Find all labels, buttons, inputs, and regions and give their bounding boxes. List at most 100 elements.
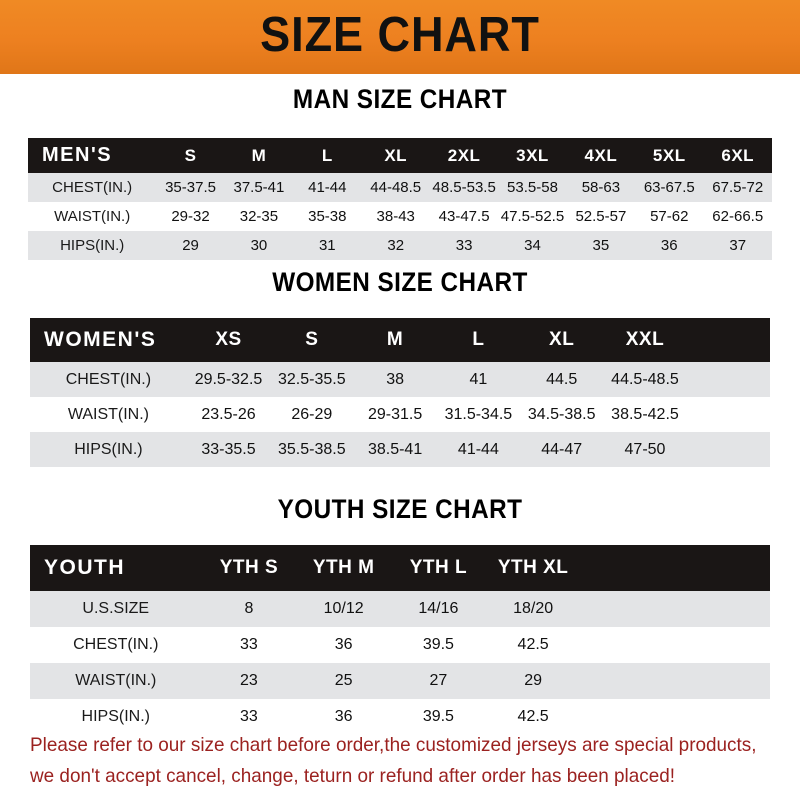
measurement-cell: 44.5 — [546, 370, 578, 388]
measurement-cell: 32 — [387, 237, 405, 254]
measurement-cell: 37.5-41 — [233, 179, 285, 196]
measurement-cell: 38-43 — [376, 208, 415, 225]
measurement-cell: 44.5-48.5 — [611, 370, 679, 388]
measurement-cell: 33 — [240, 636, 258, 653]
row-label: CHEST(IN.) — [65, 370, 152, 388]
measurement-cell: 63-67.5 — [643, 179, 695, 196]
table-row: CHEST(IN.) 33 36 39.5 42.5 — [30, 627, 770, 663]
size-header-cell: S — [184, 145, 197, 165]
men-table-body: MEN'S S M L XL 2XL 3XL 4XL 5XL 6XL CHEST(IN.) 35-37… — [28, 138, 772, 260]
size-header-cell: 2XL — [447, 145, 481, 165]
empty-cell — [675, 545, 770, 591]
measurement-cell: 39.5 — [422, 708, 454, 725]
empty-cell — [675, 663, 770, 699]
measurement-cell: 41-44 — [457, 440, 499, 458]
measurement-cell: 23.5-26 — [201, 405, 256, 423]
size-header-cell: XL — [549, 329, 575, 350]
size-header-cell: YTH L — [409, 557, 468, 578]
size-header-cell: XL — [384, 145, 408, 165]
header-row-label: WOMEN'S — [44, 328, 157, 351]
measurement-cell: 36 — [660, 237, 678, 254]
measurement-cell: 33-35.5 — [201, 440, 256, 458]
measurement-cell: 38.5-42.5 — [611, 405, 679, 423]
page-banner: SIZE CHART — [0, 0, 800, 74]
empty-cell — [675, 591, 770, 627]
measurement-cell: 14/16 — [418, 600, 459, 617]
measurement-cell: 67.5-72 — [712, 179, 764, 196]
measurement-cell: 10/12 — [323, 600, 364, 617]
empty-cell — [580, 545, 675, 591]
measurement-cell: 29-32 — [171, 208, 210, 225]
measurement-cell: 62-66.5 — [712, 208, 764, 225]
measurement-cell: 37 — [729, 237, 747, 254]
row-label: CHEST(IN.) — [73, 636, 159, 653]
size-header-cell: 3XL — [516, 145, 549, 165]
measurement-cell: 39.5 — [422, 636, 454, 653]
table-header-row: YOUTH YTH S YTH M YTH L YTH XL — [30, 545, 770, 591]
measurement-cell: 31.5-34.5 — [444, 405, 513, 423]
measurement-cell: 52.5-57 — [575, 208, 627, 225]
empty-cell — [580, 627, 675, 663]
table-row: U.S.SIZE 8 10/12 14/16 18/20 — [30, 591, 770, 627]
table-row: HIPS(IN.) 29 30 31 32 33 34 35 36 37 — [28, 231, 772, 260]
measurement-cell: 41 — [469, 370, 488, 388]
empty-cell — [580, 663, 675, 699]
women-size-table: WOMEN'S XS S M L XL XXL CHEST(IN.) 29.5-32.5 32.5… — [30, 318, 770, 467]
measurement-cell: 36 — [334, 708, 353, 725]
size-header-cell: 4XL — [584, 145, 618, 165]
measurement-cell: 34.5-38.5 — [527, 405, 596, 423]
section-title-man: MAN SIZE CHART — [292, 84, 508, 114]
row-label: HIPS(IN.) — [60, 237, 125, 254]
size-header-cell: L — [321, 145, 333, 165]
measurement-cell: 36 — [334, 636, 353, 653]
table-header-row: MEN'S S M L XL 2XL 3XL 4XL 5XL 6XL — [28, 138, 772, 173]
measurement-cell: 42.5 — [517, 636, 549, 653]
measurement-cell: 35 — [592, 237, 610, 254]
measurement-cell: 32-35 — [239, 208, 279, 225]
measurement-cell: 48.5-53.5 — [432, 179, 496, 196]
disclaimer-text: Please refer to our size chart before or… — [30, 730, 756, 792]
row-label: WAIST(IN.) — [67, 405, 149, 423]
measurement-cell: 26-29 — [291, 405, 333, 423]
measurement-cell: 38.5-41 — [367, 440, 423, 458]
table-row: WAIST(IN.) 29-32 32-35 35-38 38-43 43-47.5 47.… — [28, 202, 772, 231]
size-header-cell: YTH XL — [497, 557, 569, 578]
table-row: HIPS(IN.) 33-35.5 35.5-38.5 38.5-41 41-44 44-… — [30, 432, 770, 467]
measurement-cell: 32.5-35.5 — [277, 370, 346, 388]
youth-size-table: YOUTH YTH S YTH M YTH L YTH XL U.S.SIZE 8 10/12… — [30, 545, 770, 735]
measurement-cell: 35-37.5 — [165, 179, 216, 196]
size-header-cell: M — [251, 145, 267, 165]
table-row: WAIST(IN.) 23.5-26 26-29 29-31.5 31.5-34.5 34… — [30, 397, 770, 432]
measurement-cell: 43-47.5 — [438, 208, 490, 225]
page-title: SIZE CHART — [260, 7, 540, 62]
empty-cell — [687, 397, 770, 432]
row-label: WAIST(IN.) — [54, 208, 131, 225]
table-row: HIPS(IN.) 33 36 39.5 42.5 — [30, 699, 770, 735]
measurement-cell: 41-44 — [308, 179, 347, 196]
table-header-row: WOMEN'S XS S M L XL XXL — [30, 318, 770, 362]
row-label: CHEST(IN.) — [52, 179, 133, 196]
measurement-cell: 38 — [386, 370, 404, 388]
measurement-cell: 29 — [182, 237, 199, 254]
header-row-label: YOUTH — [44, 556, 125, 579]
measurement-cell: 18/20 — [513, 600, 554, 617]
size-header-cell: YTH S — [219, 557, 279, 578]
size-header-cell: 6XL — [721, 145, 755, 165]
men-size-table: MEN'S S M L XL 2XL 3XL 4XL 5XL 6XL CHEST(IN.) 35-37… — [28, 138, 772, 260]
measurement-cell: 33 — [240, 708, 258, 725]
measurement-cell: 29-31.5 — [367, 405, 423, 423]
youth-table-body: YOUTH YTH S YTH M YTH L YTH XL U.S.SIZE 8 10/12… — [30, 545, 770, 735]
disclaimer-line-2: we don't accept cancel, change, teturn o… — [30, 765, 676, 787]
size-header-cell: XS — [215, 329, 242, 350]
measurement-cell: 47.5-52.5 — [500, 208, 565, 225]
empty-cell — [687, 432, 770, 467]
women-table-body: WOMEN'S XS S M L XL XXL CHEST(IN.) 29.5-32.5 32.5… — [30, 318, 770, 467]
disclaimer-line-1: Please refer to our size chart before or… — [30, 734, 757, 756]
section-title-youth: YOUTH SIZE CHART — [277, 494, 523, 524]
measurement-cell: 23 — [240, 672, 258, 689]
measurement-cell: 27 — [429, 672, 448, 689]
measurement-cell: 33 — [455, 237, 473, 254]
measurement-cell: 42.5 — [517, 708, 549, 725]
measurement-cell: 29 — [524, 672, 543, 689]
